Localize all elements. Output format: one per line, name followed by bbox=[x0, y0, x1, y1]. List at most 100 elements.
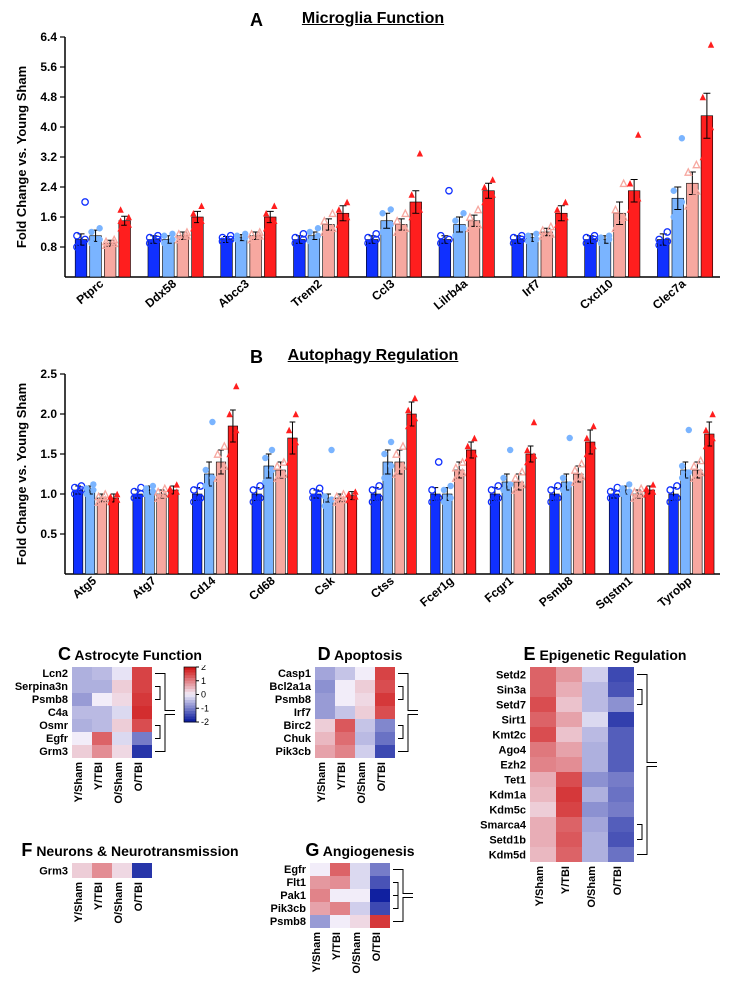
svg-text:Psmb8: Psmb8 bbox=[536, 573, 575, 609]
svg-text:Y/Sham: Y/Sham bbox=[73, 882, 85, 923]
svg-text:O/Sham: O/Sham bbox=[586, 866, 598, 908]
svg-text:1.6: 1.6 bbox=[40, 210, 57, 224]
svg-text:Ctss: Ctss bbox=[368, 573, 397, 601]
heatmap-c: Lcn2Serpina3nPsmb8C4aOsmrEgfrGrm3 Y/Sham Y… bbox=[10, 665, 250, 825]
svg-text:O/Sham: O/Sham bbox=[113, 882, 125, 924]
svg-text:Sirt1: Sirt1 bbox=[502, 714, 526, 726]
svg-text:Setd2: Setd2 bbox=[496, 669, 526, 681]
svg-text:Pak1: Pak1 bbox=[280, 890, 306, 902]
svg-text:Fold Change vs. Young Sham: Fold Change vs. Young Sham bbox=[14, 66, 29, 248]
svg-text:O/Sham: O/Sham bbox=[351, 932, 363, 974]
panel-g: G Angiogenesis EgfrFlt1Pak1Pik3cbPsmb8Y/… bbox=[260, 840, 460, 996]
svg-text:Ptprc: Ptprc bbox=[74, 276, 107, 307]
panel-c-letter: C bbox=[58, 644, 71, 664]
svg-text:4.0: 4.0 bbox=[40, 120, 57, 134]
svg-text:O/TBI: O/TBI bbox=[612, 866, 624, 895]
panel-a-letter: A bbox=[250, 10, 263, 31]
svg-text:Chuk: Chuk bbox=[284, 733, 312, 745]
svg-text:2: 2 bbox=[201, 665, 206, 672]
panel-g-letter: G bbox=[305, 840, 319, 860]
panel-b-title: Autophagy Regulation bbox=[288, 347, 459, 364]
svg-text:Birc2: Birc2 bbox=[283, 720, 311, 732]
panel-a: A Microglia Function 0.81.62.43.24.04.85… bbox=[10, 10, 736, 332]
panel-f: F Neurons & Neurotransmission Grm3 Y/Sham… bbox=[10, 840, 250, 941]
svg-text:0: 0 bbox=[201, 690, 206, 700]
svg-text:Serpina3n: Serpina3n bbox=[15, 681, 68, 693]
col-right: E Epigenetic Regulation Setd2Sin3aSetd7S… bbox=[470, 644, 740, 996]
heatmap-f: Grm3Y/ShamY/TBIO/ShamO/TBI bbox=[10, 861, 250, 936]
heatmap-d: Casp1Bcl2a1aPsmb8Irf7Birc2ChukPik3cbY/Sh… bbox=[260, 665, 460, 825]
svg-text:2.0: 2.0 bbox=[40, 407, 57, 421]
svg-text:O/TBI: O/TBI bbox=[133, 882, 145, 911]
svg-text:O/Sham: O/Sham bbox=[356, 762, 368, 804]
svg-text:Lcn2: Lcn2 bbox=[42, 668, 68, 680]
svg-text:Egfr: Egfr bbox=[46, 733, 69, 745]
svg-text:Y/Sham: Y/Sham bbox=[73, 762, 85, 803]
panel-c-title: Astrocyte Function bbox=[74, 647, 202, 663]
panel-d-letter: D bbox=[318, 644, 331, 664]
svg-text:Y/TBI: Y/TBI bbox=[560, 866, 572, 894]
panel-e-title: Epigenetic Regulation bbox=[539, 647, 686, 663]
svg-text:Setd1b: Setd1b bbox=[489, 834, 526, 846]
svg-text:Kdm5d: Kdm5d bbox=[489, 849, 526, 861]
svg-text:5.6: 5.6 bbox=[40, 60, 57, 74]
col-mid: D Apoptosis Casp1Bcl2a1aPsmb8Irf7Birc2Ch… bbox=[260, 644, 460, 996]
panel-b-letter: B bbox=[250, 347, 263, 368]
panel-b-header: B Autophagy Regulation bbox=[10, 347, 736, 365]
svg-text:0.5: 0.5 bbox=[40, 527, 57, 541]
svg-text:Ezh2: Ezh2 bbox=[500, 759, 526, 771]
svg-text:O/Sham: O/Sham bbox=[113, 762, 125, 804]
svg-text:1.0: 1.0 bbox=[40, 487, 57, 501]
svg-text:Psmb8: Psmb8 bbox=[270, 916, 306, 928]
svg-text:-2: -2 bbox=[201, 717, 209, 727]
svg-text:Y/Sham: Y/Sham bbox=[311, 932, 323, 973]
svg-text:Fold Change vs. Young Sham: Fold Change vs. Young Sham bbox=[14, 383, 29, 565]
panel-b: B Autophagy Regulation 0.51.01.52.02.5Fo… bbox=[10, 347, 736, 629]
svg-text:Ccl3: Ccl3 bbox=[369, 276, 398, 303]
heatmap-grid: C Astrocyte Function Lcn2Serpina3nPsmb8C… bbox=[10, 644, 736, 996]
svg-text:Csk: Csk bbox=[311, 573, 337, 598]
svg-text:Psmb8: Psmb8 bbox=[275, 694, 311, 706]
svg-text:Grm3: Grm3 bbox=[39, 746, 68, 758]
svg-text:Y/TBI: Y/TBI bbox=[93, 762, 105, 790]
svg-text:2.4: 2.4 bbox=[40, 180, 57, 194]
panel-f-letter: F bbox=[21, 840, 32, 860]
svg-text:Ago4: Ago4 bbox=[499, 744, 527, 756]
svg-text:Pik3cb: Pik3cb bbox=[276, 746, 312, 758]
svg-text:Atg5: Atg5 bbox=[70, 573, 100, 601]
panel-f-title: Neurons & Neurotransmission bbox=[36, 843, 238, 859]
svg-text:Y/Sham: Y/Sham bbox=[534, 866, 546, 907]
svg-text:Cd14: Cd14 bbox=[187, 573, 219, 603]
svg-text:Setd7: Setd7 bbox=[496, 699, 526, 711]
barchart-a: 0.81.62.43.24.04.85.66.4Fold Change vs. … bbox=[10, 32, 730, 332]
heatmap-e: Setd2Sin3aSetd7Sirt1Kmt2cAgo4Ezh2Tet1Kdm… bbox=[470, 665, 740, 945]
panel-d-title: Apoptosis bbox=[334, 647, 402, 663]
svg-text:Irf7: Irf7 bbox=[520, 276, 544, 299]
svg-text:C4a: C4a bbox=[48, 707, 69, 719]
svg-text:Kdm1a: Kdm1a bbox=[489, 789, 527, 801]
svg-text:Bcl2a1a: Bcl2a1a bbox=[269, 681, 311, 693]
svg-text:Lilrb4a: Lilrb4a bbox=[431, 276, 470, 312]
panel-g-title: Angiogenesis bbox=[323, 843, 415, 859]
svg-text:Cxcl10: Cxcl10 bbox=[577, 276, 616, 312]
svg-text:Sqstm1: Sqstm1 bbox=[593, 573, 635, 612]
svg-text:Osmr: Osmr bbox=[39, 720, 68, 732]
svg-text:Smarca4: Smarca4 bbox=[480, 819, 527, 831]
svg-text:Psmb8: Psmb8 bbox=[32, 694, 68, 706]
svg-text:Kdm5c: Kdm5c bbox=[489, 804, 526, 816]
panel-e-letter: E bbox=[524, 644, 536, 664]
panel-c: C Astrocyte Function Lcn2Serpina3nPsmb8C… bbox=[10, 644, 250, 830]
svg-text:Tyrobp: Tyrobp bbox=[655, 574, 694, 610]
svg-text:Atg7: Atg7 bbox=[129, 573, 159, 601]
barchart-b: 0.51.01.52.02.5Fold Change vs. Young Sha… bbox=[10, 369, 730, 629]
svg-text:Grm3: Grm3 bbox=[39, 865, 68, 877]
svg-text:Clec7a: Clec7a bbox=[650, 276, 689, 312]
svg-text:Y/Sham: Y/Sham bbox=[316, 762, 328, 803]
svg-text:6.4: 6.4 bbox=[40, 32, 57, 44]
heatmap-g: EgfrFlt1Pak1Pik3cbPsmb8Y/ShamY/TBIO/Sham… bbox=[260, 861, 460, 991]
svg-text:Cd68: Cd68 bbox=[246, 573, 278, 603]
svg-text:O/TBI: O/TBI bbox=[371, 932, 383, 961]
svg-text:Trem2: Trem2 bbox=[288, 276, 324, 310]
panel-a-header: A Microglia Function bbox=[10, 10, 736, 28]
svg-text:0.8: 0.8 bbox=[40, 240, 57, 254]
